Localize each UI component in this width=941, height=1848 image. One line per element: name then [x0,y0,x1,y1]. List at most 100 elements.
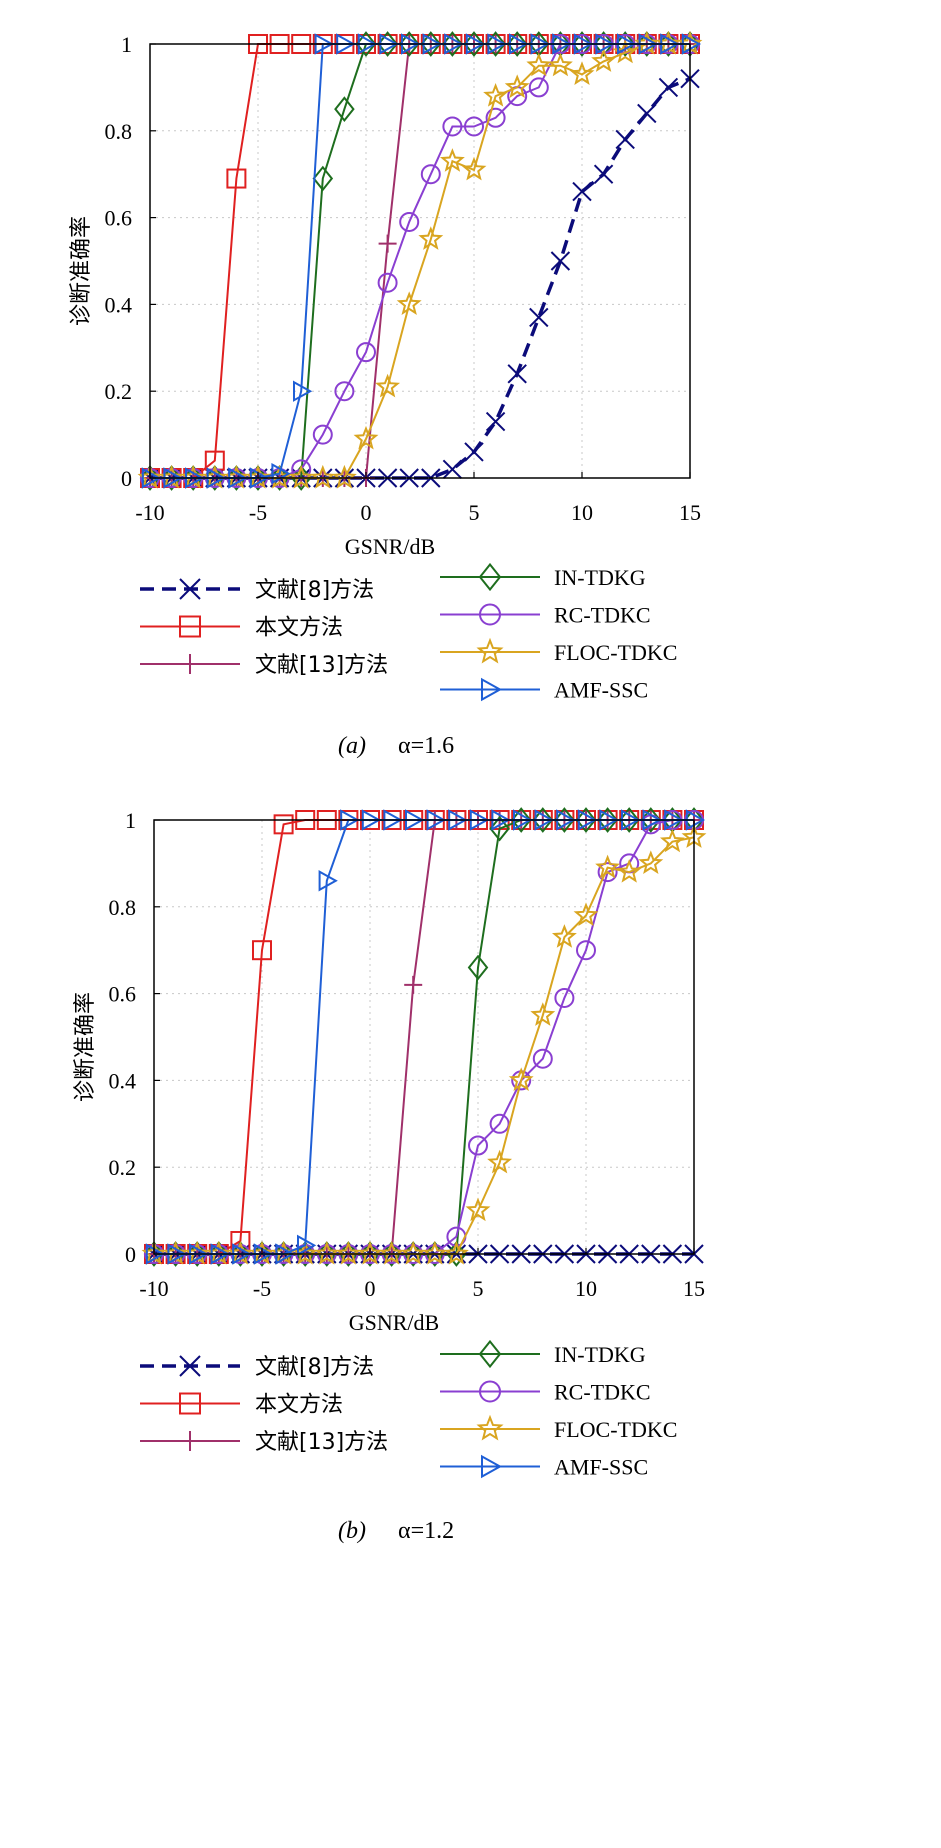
y-tick-label: 0 [125,1242,136,1267]
data-point [485,107,506,128]
data-point [404,975,423,994]
data-point [591,48,617,72]
series-4 [140,34,700,488]
data-point [638,850,664,874]
data-point [554,807,575,833]
series-5 [137,30,703,489]
legend-label: FLOC-TDKC [554,1417,677,1442]
data-point [442,459,463,480]
data-point [379,1240,405,1265]
legend-item: RC-TDKC [440,1380,651,1405]
legend-marker [478,1339,502,1369]
legend-label: 本文方法 [255,1393,343,1418]
series-6 [141,33,702,489]
legend-marker [476,637,504,664]
data-point [658,77,679,98]
data-point [377,31,398,57]
data-point [485,31,506,57]
data-point [504,74,530,98]
data-point [510,807,532,833]
legend-item: FLOC-TDKC [440,637,677,665]
data-point [508,1067,534,1091]
legend-label: FLOC-TDKC [554,640,677,665]
legend-label: AMF-SSC [554,678,648,703]
legend-marker [179,1355,201,1377]
legend-label: 文献[8]方法 [255,1355,374,1380]
caption-param: α=1.6 [398,733,454,759]
y-tick-label: 0.8 [109,895,137,920]
legend-item: RC-TDKC [440,603,651,628]
data-point [422,1240,448,1265]
data-point [252,940,272,961]
legend-marker [180,654,200,674]
y-tick-label: 0.6 [105,206,133,231]
legend-marker [481,1454,503,1479]
data-point [293,380,313,402]
data-point [575,807,597,833]
chart-panel-a: -10 -5 0 5 10 15 0 0.2 0.4 0.6 0.8 1 GSNR/dB 诊断准确率文献[… [69,30,703,759]
x-tick-label: 15 [679,500,701,525]
y-tick-label: 0.4 [105,292,133,317]
legend-item: AMF-SSC [440,1455,648,1480]
data-point [335,1240,361,1265]
data-point [312,424,333,445]
legend-item: 本文方法 [140,1392,343,1418]
legend-marker [476,1414,504,1441]
series-5 [141,824,707,1265]
legend-label: 本文方法 [255,616,343,641]
legend-marker [179,578,201,600]
legend-item: IN-TDKG [440,1339,646,1369]
x-tick-label: 15 [683,1276,705,1301]
plot-frame [153,819,695,1255]
data-point [377,272,398,293]
series-6 [145,809,706,1265]
x-axis-label: GSNR/dB [345,534,435,559]
y-tick-label: 1 [125,808,136,833]
data-point [569,61,595,85]
legend-label: 文献[13]方法 [255,653,388,678]
data-point [597,807,618,833]
series-3 [139,31,701,491]
series-1 [144,810,704,1264]
legend-marker [179,615,201,638]
legend-label: RC-TDKC [554,1380,651,1405]
data-point [637,103,657,124]
series-line [154,819,694,1255]
y-tick-label: 0.8 [105,119,133,144]
series-line [150,77,691,480]
data-point [573,902,599,927]
data-point [356,342,376,363]
data-point [141,467,162,489]
series-line [154,819,694,1255]
data-point [467,954,489,981]
x-tick-label: 0 [365,1276,376,1301]
data-point [398,31,420,57]
series-0 [140,69,700,488]
data-point [314,1240,340,1265]
x-tick-label: -5 [253,1276,271,1301]
y-axis-label: 诊断准确率 [69,216,94,326]
series-4 [144,810,704,1264]
y-tick-label: 0.2 [105,379,133,404]
legend-marker [481,677,503,702]
data-point [418,226,444,250]
data-point [461,156,487,181]
data-point [273,814,294,835]
series-3 [143,807,705,1267]
y-tick-label: 1 [121,32,132,57]
data-point [571,31,593,57]
legend-label: IN-TDKG [554,1342,646,1367]
series-2 [145,811,703,1263]
data-point [468,1135,488,1156]
y-tick-label: 0.2 [109,1155,137,1180]
data-point [226,168,247,189]
legend-marker [180,1431,200,1451]
legend-item: 文献[13]方法 [140,1430,388,1455]
data-point [464,116,484,137]
legend-marker [479,1380,501,1403]
data-point [572,181,592,202]
series-line [150,43,690,479]
